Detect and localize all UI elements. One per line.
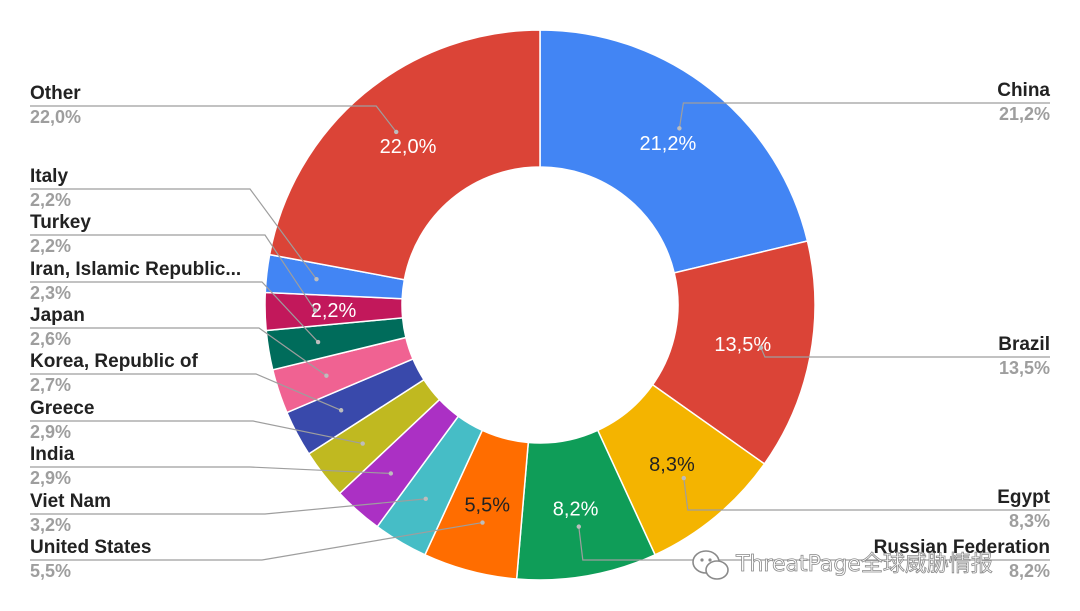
leader-dot [312, 308, 318, 313]
callout-name: Other [30, 83, 81, 104]
slice-china [539, 29, 809, 274]
inside-label-russian-federation: 8,2% [553, 498, 599, 520]
callout-name: Brazil [998, 334, 1050, 355]
callout-value: 2,2% [30, 236, 71, 256]
leader-dot [677, 126, 682, 131]
leader-dot [480, 520, 485, 525]
leader-line [30, 188, 317, 280]
callout-value: 8,3% [1009, 511, 1050, 531]
watermark: ThreatPage全球威胁情报 [692, 550, 993, 580]
leader-dot [338, 408, 344, 413]
callout-egypt: Egypt 8,3% [681, 475, 1051, 531]
inside-label-egypt: 8,3% [649, 454, 695, 476]
callout-value: 2,2% [30, 190, 71, 210]
callout-value: 22,0% [30, 107, 81, 127]
donut-slices [264, 29, 816, 581]
leader-line [30, 105, 397, 133]
leader-dot [394, 129, 399, 135]
leader-dot [360, 441, 365, 446]
leader-line [30, 498, 426, 515]
callout-value: 3,2% [30, 515, 71, 535]
callout-united-states: United States 5,5% [30, 520, 485, 581]
leader-dot [681, 475, 686, 481]
callout-name: Korea, Republic of [30, 351, 199, 372]
leader-line [30, 234, 316, 311]
leader-line [30, 327, 327, 377]
callout-china: China 21,2% [677, 80, 1050, 131]
slice-brazil [651, 240, 816, 465]
leader-dot [576, 524, 581, 529]
callout-iran-islamic-republic: Iran, Islamic Republic... 2,3% [30, 259, 321, 345]
callout-value: 2,9% [30, 422, 71, 442]
callout-name: Russian Federation [874, 537, 1050, 558]
callout-name: China [997, 80, 1050, 101]
leader-line [678, 102, 1050, 129]
callout-russian-federation: Russian Federation 8,2% [576, 524, 1050, 581]
leader-line [30, 373, 342, 411]
callout-name: Japan [30, 305, 85, 326]
callout-value: 2,3% [30, 283, 71, 303]
callout-value: 2,9% [30, 468, 71, 488]
callout-value: 5,5% [30, 561, 71, 581]
callout-value: 21,2% [999, 104, 1050, 124]
callout-other: Other 22,0% [30, 83, 399, 135]
callout-viet-nam: Viet Nam 3,2% [30, 491, 428, 535]
leader-line [30, 521, 483, 561]
inside-label-united-states: 5,5% [464, 495, 510, 517]
callout-value: 8,2% [1009, 561, 1050, 581]
leader-dot [315, 339, 321, 345]
callout-korea-republic-of: Korea, Republic of 2,7% [30, 351, 344, 413]
callout-brazil: Brazil 13,5% [758, 334, 1050, 378]
watermark-text: ThreatPage全球威胁情报 [735, 552, 993, 577]
leader-line [30, 466, 391, 475]
callout-name: Viet Nam [30, 491, 111, 512]
leader-line [578, 526, 1050, 561]
leader-line [683, 477, 1050, 511]
callout-name: Italy [30, 166, 68, 187]
leader-line [30, 420, 363, 445]
leader-dot [314, 276, 319, 282]
callout-japan: Japan 2,6% [30, 305, 329, 378]
wechat-icon [692, 550, 729, 580]
leader-line [760, 347, 1050, 358]
callout-value: 2,6% [30, 329, 71, 349]
inside-labels: 21,2% 13,5% 8,3% 8,2% 5,5% 2,2% 22,0% [311, 133, 772, 521]
callout-turkey: Turkey 2,2% [30, 212, 318, 313]
callout-name: Iran, Islamic Republic... [30, 259, 241, 280]
inside-label-china: 21,2% [640, 133, 697, 155]
slice-other [268, 29, 541, 281]
callout-india: India 2,9% [30, 444, 394, 488]
leader-dot [423, 496, 428, 502]
callout-value: 13,5% [999, 358, 1050, 378]
leader-dot [758, 345, 764, 350]
callout-value: 2,7% [30, 375, 71, 395]
callout-name: United States [30, 537, 151, 558]
inside-label-other: 22,0% [380, 136, 437, 158]
inside-label-turkey: 2,2% [311, 300, 357, 322]
callout-greece: Greece 2,9% [30, 398, 365, 446]
callout-name: India [30, 444, 75, 465]
callout-name: Greece [30, 398, 94, 419]
callout-italy: Italy 2,2% [30, 166, 319, 282]
leader-dot [388, 471, 394, 476]
leader-line [30, 281, 319, 343]
callout-name: Egypt [997, 487, 1050, 508]
leader-dot [324, 373, 329, 378]
callout-name: Turkey [30, 212, 91, 233]
inside-label-brazil: 13,5% [714, 334, 771, 356]
